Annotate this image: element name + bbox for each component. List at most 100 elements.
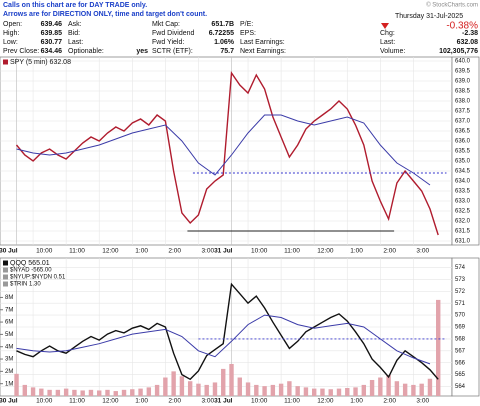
- volume-bar: [303, 387, 309, 396]
- y-tick-label: 636.5: [455, 129, 471, 135]
- field-label: Last:: [380, 39, 395, 46]
- x-tick-label: 2:00: [168, 248, 181, 255]
- y-tick-label: 632.0: [455, 219, 471, 225]
- x-tick-label: 2:00: [383, 248, 396, 255]
- field-label: Prev Close:: [3, 48, 39, 55]
- volume-bar: [419, 383, 424, 396]
- volume-bar: [345, 387, 350, 396]
- legend-swatch: [3, 59, 8, 65]
- x-tick-label: 10:00: [36, 248, 53, 255]
- field-value: yes: [136, 48, 148, 55]
- field-label: Mkt Cap:: [152, 21, 180, 28]
- volume-bar: [262, 386, 267, 396]
- note: Arrows are for DIRECTION ONLY, time and …: [3, 11, 207, 18]
- y2-tick-label: 6M: [5, 320, 13, 326]
- volume-bar: [113, 391, 118, 396]
- x-tick-label: 10:00: [251, 248, 268, 255]
- volume-bar: [436, 299, 441, 396]
- x-tick-label: 3:00: [416, 248, 429, 255]
- price-line: [15, 70, 439, 236]
- field-label: Open:: [3, 21, 22, 28]
- volume-bar: [402, 383, 408, 396]
- y-tick-label: 631.0: [455, 239, 471, 245]
- volume-bar: [237, 377, 242, 396]
- field-label: Next Earnings:: [240, 48, 286, 55]
- x-tick-label: 31 Jul: [214, 398, 233, 405]
- volume-bar: [138, 388, 143, 396]
- note: Calls on this chart are for DAY TRADE on…: [3, 2, 147, 9]
- volume-bar: [30, 387, 36, 396]
- y-tick-label: 564: [455, 384, 466, 390]
- legend-swatch: [3, 260, 8, 266]
- y-tick-label: 572: [455, 289, 466, 295]
- y-tick-label: 570: [455, 313, 466, 319]
- x-tick-label: 12:00: [317, 398, 334, 405]
- volume-bar: [427, 378, 433, 396]
- field-label: EPS:: [240, 30, 256, 37]
- field-value: 75.7: [220, 48, 234, 55]
- volume-bar: [196, 383, 201, 396]
- volume-bar: [270, 384, 276, 396]
- y-tick-label: 631.5: [455, 229, 471, 235]
- volume-bar: [80, 390, 85, 396]
- y-tick-label: 571: [455, 301, 466, 307]
- volume-bar: [378, 377, 383, 396]
- copyright: © StockCharts.com: [426, 2, 478, 9]
- y-tick-label: 635.0: [455, 159, 471, 165]
- volume-bar: [146, 387, 152, 396]
- y-tick-label: 639.0: [455, 79, 471, 85]
- y2-tick-label: 1M: [5, 381, 13, 387]
- field-value: 630.77: [41, 39, 63, 46]
- x-tick-label: 30 Jul: [0, 398, 18, 405]
- indicator-label: $TRIN 1.30: [10, 282, 41, 288]
- y2-tick-label: 7M: [5, 307, 13, 313]
- volume-bar: [353, 387, 358, 396]
- field-value: 1.06%: [214, 39, 235, 46]
- volume-bar: [105, 389, 110, 396]
- y-tick-label: 574: [455, 265, 466, 271]
- x-tick-label: 11:00: [69, 398, 85, 405]
- change-percent: -0.38%: [446, 21, 478, 32]
- x-tick-label: 11:00: [284, 398, 300, 405]
- y-tick-label: 637.5: [455, 109, 471, 115]
- field-label: Low:: [3, 39, 18, 46]
- field-label: SCTR (ETF):: [152, 48, 193, 55]
- field-label: Last:: [68, 39, 83, 46]
- field-value: 651.7B: [211, 21, 234, 28]
- volume-bar: [121, 389, 127, 396]
- y-tick-label: 639.5: [455, 69, 471, 75]
- volume-bar: [254, 384, 259, 396]
- volume-bar: [278, 383, 284, 396]
- y-tick-label: 638.5: [455, 89, 471, 95]
- field-label: P/E:: [240, 21, 253, 28]
- field-label: Ask:: [68, 21, 82, 28]
- volume-bar: [163, 377, 168, 396]
- volume-bar: [63, 388, 69, 396]
- y-tick-label: 634.0: [455, 179, 471, 185]
- axis-strip: [451, 257, 480, 397]
- y-tick-label: 573: [455, 277, 466, 283]
- y-tick-label: 636.0: [455, 139, 471, 145]
- volume-bar: [204, 384, 209, 396]
- y2-tick-label: 3M: [5, 357, 13, 363]
- x-tick-label: 3:00: [201, 398, 214, 405]
- volume-bar: [411, 384, 416, 396]
- x-tick-label: 1:00: [350, 398, 363, 405]
- volume-bar: [88, 389, 94, 396]
- field-value: 639.46: [41, 21, 63, 28]
- x-tick-label: 12:00: [317, 248, 334, 255]
- y2-tick-label: 4M: [5, 344, 13, 350]
- x-tick-label: 2:00: [168, 398, 181, 405]
- y2-tick-label: 5M: [5, 332, 13, 338]
- field-label: High:: [3, 30, 19, 37]
- field-label: Volume:: [380, 48, 405, 55]
- field-value: 102,305,776: [439, 48, 478, 55]
- field-label: Bid:: [68, 30, 80, 37]
- y-tick-label: 638.0: [455, 99, 471, 105]
- date: Thursday 31-Jul-2025: [395, 13, 463, 20]
- legend-swatch: [3, 267, 8, 273]
- volume-bar: [187, 381, 193, 396]
- y-tick-label: 634.5: [455, 169, 471, 175]
- y-tick-label: 568: [455, 336, 466, 342]
- y-tick-label: 633.5: [455, 189, 471, 195]
